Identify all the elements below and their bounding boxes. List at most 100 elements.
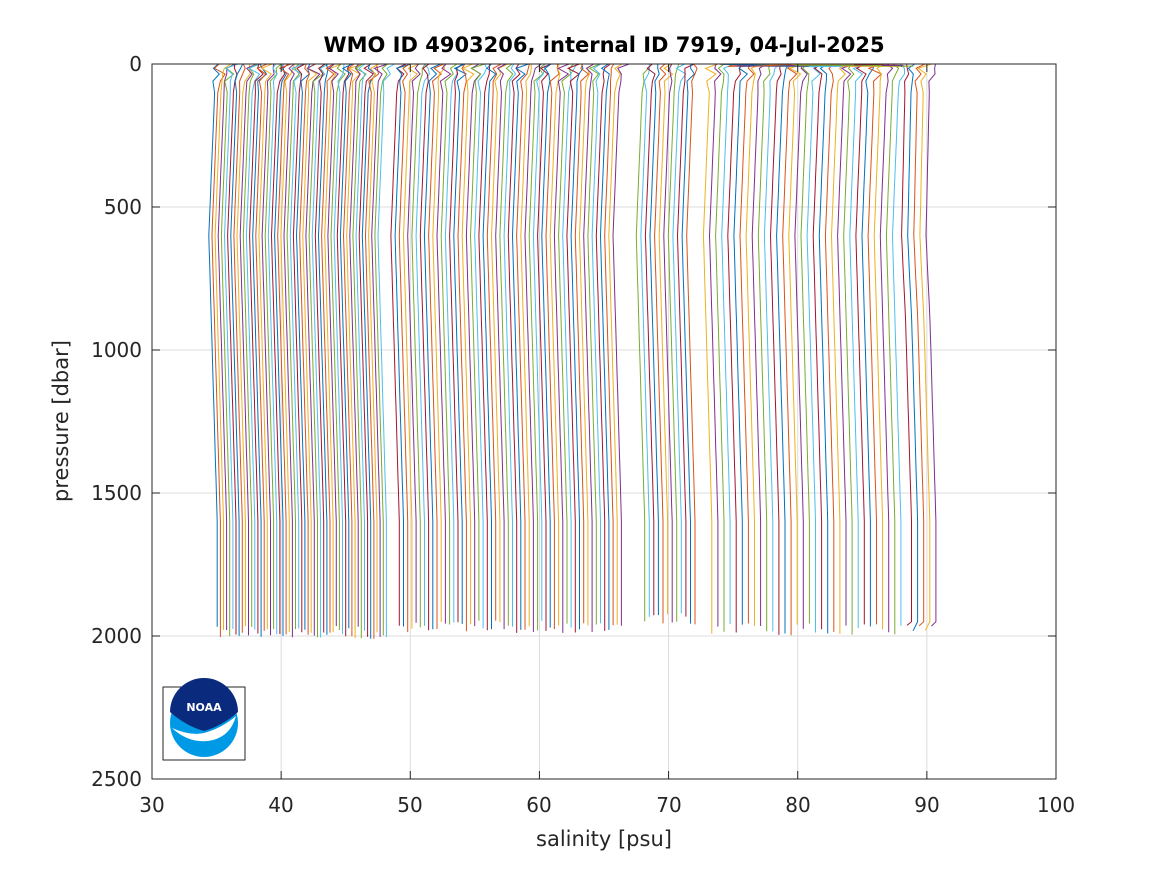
profile-line xyxy=(482,63,497,630)
profile-line xyxy=(453,63,468,624)
profile-line xyxy=(782,63,798,636)
profile-line xyxy=(305,63,321,636)
profile-line xyxy=(727,63,744,633)
profile-line xyxy=(794,63,808,629)
profile-line xyxy=(349,63,361,627)
y-tick-labels: 0 500 1000 1500 2000 2500 xyxy=(91,52,142,791)
x-tick-label: 70 xyxy=(656,793,681,817)
profile-line xyxy=(667,63,680,622)
profile-line xyxy=(578,63,594,626)
profile-line xyxy=(818,63,829,634)
profile-line xyxy=(640,63,651,617)
profile-line xyxy=(733,63,749,625)
profile-line xyxy=(444,63,462,623)
profile-line xyxy=(654,63,667,624)
profile-line xyxy=(885,63,900,635)
profile-line xyxy=(537,63,552,631)
profile-line xyxy=(330,63,346,630)
profile-line xyxy=(346,63,364,639)
profile-line xyxy=(520,63,532,627)
profile-line xyxy=(261,63,275,636)
profile-line xyxy=(549,63,561,626)
profile-line xyxy=(264,63,282,630)
profile-line xyxy=(753,64,792,67)
profile-line xyxy=(879,63,894,633)
profile-line xyxy=(407,63,421,623)
x-tick-label: 80 xyxy=(785,793,810,817)
profile-line xyxy=(702,63,718,634)
profile-lines xyxy=(208,63,937,639)
profile-line xyxy=(925,63,937,627)
profile-line xyxy=(499,63,514,626)
profile-line xyxy=(308,63,325,638)
profile-line xyxy=(390,63,407,626)
profile-line xyxy=(524,63,542,632)
profile-line xyxy=(252,63,268,637)
profile-line xyxy=(545,63,560,630)
profile-line xyxy=(317,63,329,635)
profile-line xyxy=(267,63,278,635)
profile-line xyxy=(788,63,805,625)
profile-line xyxy=(236,63,251,627)
profile-line xyxy=(644,63,656,616)
profile-line xyxy=(776,63,790,634)
profile-line xyxy=(355,63,366,631)
profile-line xyxy=(449,63,464,623)
profile-line xyxy=(907,63,919,632)
profile-line xyxy=(587,63,600,625)
profile-line xyxy=(541,63,552,628)
profile-line xyxy=(436,63,452,624)
profile-line xyxy=(812,63,823,630)
profile-line xyxy=(419,63,430,631)
profile-line xyxy=(368,63,380,633)
y-tick-label: 500 xyxy=(104,195,142,219)
profile-line xyxy=(599,63,610,630)
x-tick-label: 60 xyxy=(526,793,551,817)
profile-line xyxy=(245,63,261,630)
profile-line xyxy=(806,63,821,633)
y-axis-label: pressure [dbar] xyxy=(49,340,73,502)
profile-line xyxy=(327,63,339,627)
profile-line xyxy=(324,63,342,633)
profile-line xyxy=(913,63,926,627)
profile-line xyxy=(377,63,395,638)
noaa-logo-text: NOAA xyxy=(186,701,222,714)
profile-line xyxy=(220,63,238,637)
profile-line xyxy=(917,63,932,631)
profile-line xyxy=(837,63,854,626)
profile-line xyxy=(830,63,846,634)
profile-line xyxy=(423,63,441,630)
profile-line xyxy=(342,63,355,637)
profile-line xyxy=(258,63,273,630)
profile-line xyxy=(672,63,687,614)
profile-line xyxy=(891,63,905,626)
profile-line xyxy=(595,63,611,631)
profile-line xyxy=(292,63,306,633)
profile-line xyxy=(374,63,388,636)
profile-line xyxy=(295,63,311,630)
profile-line xyxy=(270,63,289,634)
profile-line xyxy=(516,63,530,630)
profile-line xyxy=(901,63,912,626)
profile-line xyxy=(223,63,239,629)
profile-line xyxy=(361,63,377,639)
profile-line xyxy=(562,63,577,628)
profile-line xyxy=(461,63,475,625)
profile-line xyxy=(239,63,257,636)
profile-line xyxy=(604,63,615,626)
profile-line xyxy=(861,63,874,627)
profile-line xyxy=(686,63,698,625)
profile-line xyxy=(649,63,660,616)
profile-line xyxy=(274,63,287,636)
profile-line xyxy=(663,63,673,623)
profile-line xyxy=(763,63,781,632)
profile-line xyxy=(402,63,420,629)
profile-line xyxy=(230,63,244,636)
profile-line xyxy=(532,63,546,621)
profile-line xyxy=(574,63,590,624)
profile-line xyxy=(358,63,375,637)
x-tick-label: 40 xyxy=(268,793,293,817)
profile-line xyxy=(769,63,782,635)
profile-line xyxy=(286,63,300,630)
profile-line xyxy=(708,63,722,627)
